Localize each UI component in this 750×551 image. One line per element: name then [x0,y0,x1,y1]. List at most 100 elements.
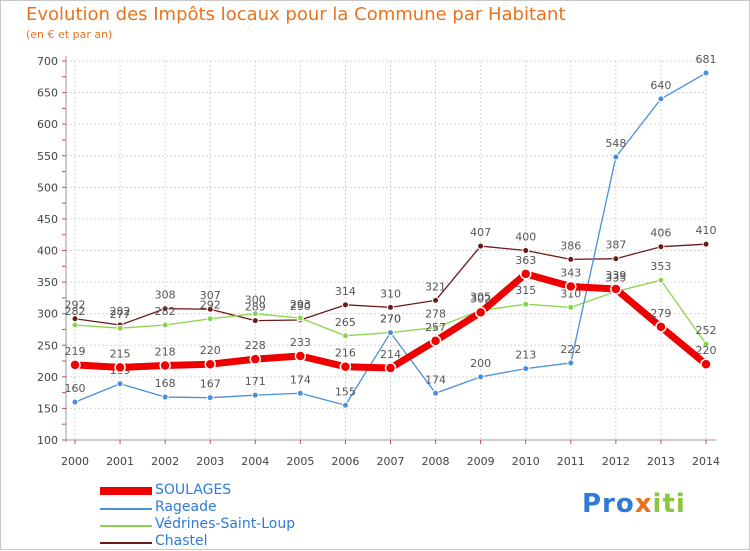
data-label-soulages-2007: 214 [380,348,401,361]
data-label-rageade-2012: 548 [605,137,626,150]
data-point-soulages-2004 [249,353,262,365]
x-tick-label-2001: 2001 [106,455,134,468]
data-label-chastel-2009: 407 [470,226,491,239]
legend-label-rageade: Rageade [155,499,217,515]
x-tick-label-2007: 2007 [377,455,405,468]
data-label-rageade-2013: 640 [650,79,671,92]
data-label-chastel-2012: 387 [605,239,626,252]
data-label-chastel-2004: 289 [245,301,266,314]
data-point-rageade-2006 [341,401,349,409]
data-point-rageade-2002 [161,393,169,401]
data-label-soulages-2003: 220 [200,344,221,357]
data-label-rageade-2007: 270 [380,313,401,326]
data-point-soulages-2013 [655,321,667,333]
legend-label-soulages: SOULAGES [155,482,232,498]
data-point-rageade-2014 [702,69,710,77]
y-tick-label-600: 600 [37,118,58,131]
data-label-v-drines-saint-loup-2011: 310 [560,287,581,300]
data-label-chastel-2011: 386 [560,239,581,252]
data-label-v-drines-saint-loup-2013: 353 [650,260,671,273]
legend-swatch-vedrines [100,525,152,527]
data-point-chastel-2012 [612,255,620,263]
y-tick-label-100: 100 [37,434,58,447]
data-point-v-drines-saint-loup-2000 [71,321,79,329]
data-point-v-drines-saint-loup-2003 [206,315,214,323]
data-label-soulages-2012: 339 [605,269,626,282]
data-label-v-drines-saint-loup-2010: 315 [515,284,536,297]
data-point-soulages-2012 [610,283,622,295]
data-point-chastel-2003 [206,305,214,313]
data-label-chastel-2001: 282 [110,305,131,318]
data-point-rageade-2012 [612,153,620,161]
data-point-v-drines-saint-loup-2008 [432,324,440,332]
data-point-soulages-2005 [294,350,307,362]
x-tick-label-2010: 2010 [512,455,540,468]
data-label-chastel-2000: 292 [65,299,86,312]
data-label-soulages-2009: 302 [470,292,491,305]
data-point-soulages-2003 [204,358,216,370]
x-tick-label-2014: 2014 [692,455,720,468]
data-label-soulages-2011: 343 [560,267,581,280]
data-point-chastel-2002 [161,305,169,313]
data-point-rageade-2003 [206,394,214,402]
x-tick-label-2013: 2013 [647,455,675,468]
data-point-chastel-2004 [251,317,259,325]
data-label-rageade-2005: 174 [290,373,311,386]
chart-title: Evolution des Impôts locaux pour la Comm… [26,4,566,25]
data-label-soulages-2004: 228 [245,339,266,352]
data-label-v-drines-saint-loup-2009: 305 [470,291,491,304]
data-point-rageade-2000 [71,398,79,406]
data-label-soulages-2002: 218 [155,345,176,358]
x-tick-label-2008: 2008 [422,455,450,468]
data-label-chastel-2002: 308 [155,289,176,302]
data-label-v-drines-saint-loup-2004: 300 [245,294,266,307]
data-point-v-drines-saint-loup-2014 [702,340,710,348]
data-point-chastel-2009 [477,242,485,250]
data-label-v-drines-saint-loup-2007: 270 [380,313,401,326]
data-label-chastel-2008: 321 [425,280,446,293]
data-point-soulages-2002 [159,359,171,372]
data-label-v-drines-saint-loup-2002: 282 [155,305,176,318]
data-point-soulages-2007 [384,362,397,374]
x-tick-label-2009: 2009 [467,455,495,468]
y-tick-label-250: 250 [37,339,58,352]
data-point-v-drines-saint-loup-2001 [116,324,124,332]
data-label-chastel-2010: 400 [515,231,536,244]
data-label-rageade-2004: 171 [245,375,266,388]
data-point-rageade-2011 [567,359,575,367]
data-point-soulages-2009 [474,306,487,319]
data-point-rageade-2010 [522,365,530,373]
data-point-v-drines-saint-loup-2013 [657,276,665,284]
data-label-rageade-2008: 174 [425,373,446,386]
data-point-rageade-2008 [432,389,440,397]
legend-swatch-soulages [100,487,152,495]
y-tick-label-650: 650 [37,87,58,100]
data-point-soulages-2000 [69,359,81,371]
x-tick-label-2006: 2006 [331,455,359,468]
data-point-rageade-2007 [387,329,394,337]
data-point-soulages-2006 [339,360,352,373]
data-label-soulages-2000: 219 [65,345,86,358]
data-label-rageade-2014: 681 [696,53,717,66]
data-point-v-drines-saint-loup-2011 [567,303,575,311]
x-tick-label-2011: 2011 [557,455,585,468]
data-point-chastel-2014 [702,240,710,248]
data-label-soulages-2005: 233 [290,336,311,349]
data-label-rageade-2010: 213 [515,349,536,362]
data-point-chastel-2013 [657,243,665,251]
x-tick-label-2003: 2003 [196,455,224,468]
data-point-chastel-2011 [567,255,575,263]
data-label-rageade-2003: 167 [200,378,221,391]
data-label-soulages-2014: 220 [696,344,717,357]
data-point-soulages-2011 [565,280,577,293]
data-point-chastel-2010 [522,247,530,254]
data-point-rageade-2004 [251,391,259,399]
data-label-rageade-2006: 155 [335,385,356,398]
data-point-rageade-2013 [657,95,665,103]
legend-label-chastel: Chastel [155,533,208,549]
x-tick-label-2002: 2002 [151,455,179,468]
y-tick-label-500: 500 [37,181,58,194]
y-tick-label-300: 300 [37,308,58,321]
data-point-v-drines-saint-loup-2005 [296,314,304,322]
